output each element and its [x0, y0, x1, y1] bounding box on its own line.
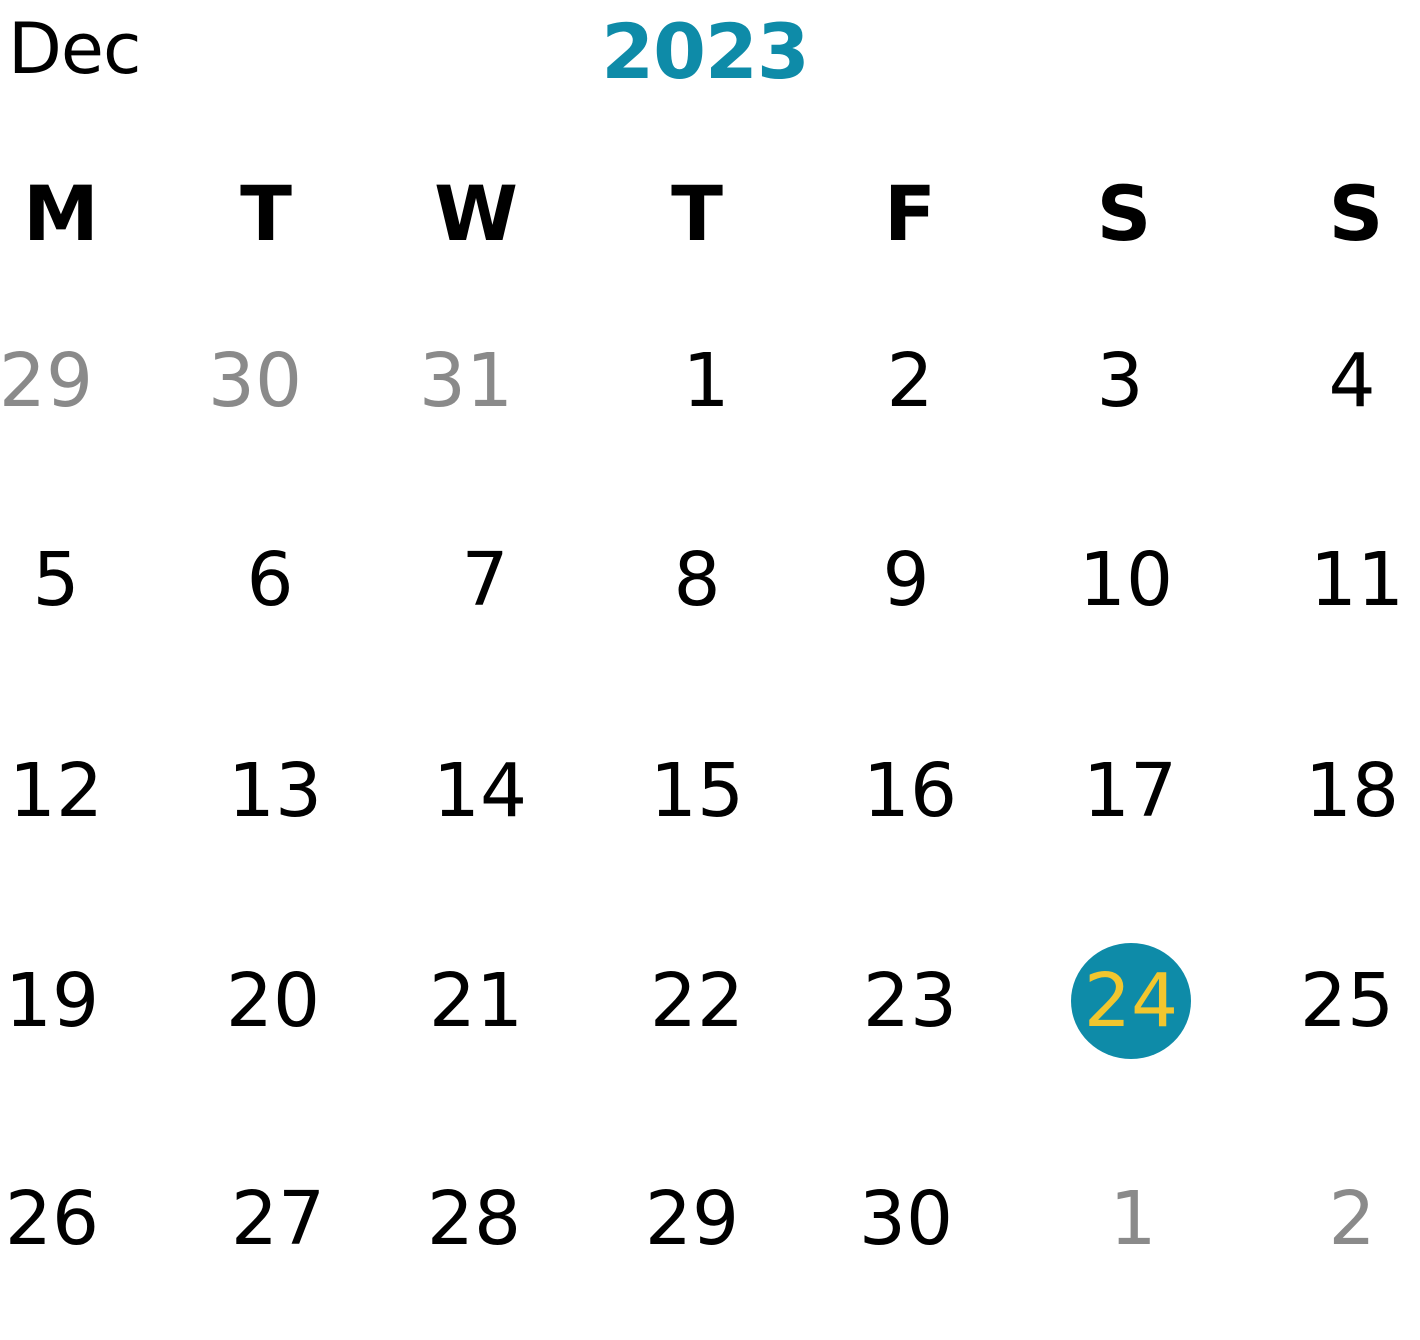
day-number: 2 — [886, 338, 934, 424]
day-number: 31 — [418, 338, 514, 424]
day-cell[interactable]: 17 — [1055, 733, 1205, 849]
day-cell[interactable]: 23 — [835, 943, 985, 1059]
day-number: 23 — [862, 958, 958, 1044]
day-number: 30 — [207, 338, 303, 424]
day-cell[interactable]: 12 — [0, 733, 131, 849]
day-number: 1 — [682, 338, 730, 424]
day-number: 11 — [1309, 537, 1405, 623]
day-number: 1 — [1109, 1176, 1157, 1262]
adjacent-month-day-cell[interactable]: 2 — [1277, 1161, 1420, 1277]
day-number: 7 — [461, 537, 509, 623]
adjacent-month-day-cell[interactable]: 31 — [391, 323, 541, 439]
day-cell[interactable]: 8 — [622, 522, 772, 638]
day-cell[interactable]: 10 — [1051, 522, 1201, 638]
weekday-label-sun: S — [1328, 169, 1384, 258]
day-number: 6 — [246, 537, 294, 623]
day-number: 29 — [644, 1176, 740, 1262]
day-number: 10 — [1078, 537, 1174, 623]
day-cell[interactable]: 18 — [1277, 733, 1420, 849]
day-number: 18 — [1304, 748, 1400, 834]
day-cell[interactable]: 25 — [1272, 943, 1420, 1059]
day-cell[interactable]: 19 — [0, 943, 127, 1059]
day-cell[interactable]: 2 — [835, 323, 985, 439]
day-number: 16 — [862, 748, 958, 834]
day-number: 15 — [649, 748, 745, 834]
year-label: 2023 — [601, 7, 810, 96]
day-cell[interactable]: 3 — [1045, 323, 1195, 439]
day-number: 17 — [1082, 748, 1178, 834]
adjacent-month-day-cell[interactable]: 29 — [0, 323, 121, 439]
day-number: 28 — [426, 1176, 522, 1262]
day-cell[interactable]: 15 — [622, 733, 772, 849]
day-cell[interactable]: 22 — [622, 943, 772, 1059]
day-cell[interactable]: 29 — [617, 1161, 767, 1277]
day-cell[interactable]: 28 — [399, 1161, 549, 1277]
day-number: 12 — [8, 748, 104, 834]
weekday-label-fri: F — [884, 169, 936, 258]
day-number: 29 — [0, 338, 94, 424]
day-cell[interactable]: 7 — [410, 522, 560, 638]
day-number: 5 — [32, 537, 80, 623]
day-number: 19 — [4, 958, 100, 1044]
day-cell[interactable]: 20 — [198, 943, 348, 1059]
day-number: 25 — [1299, 958, 1395, 1044]
weekday-label-mon: M — [23, 169, 99, 258]
day-number: 27 — [230, 1176, 326, 1262]
adjacent-month-day-cell[interactable]: 30 — [180, 323, 330, 439]
day-number: 24 — [1083, 958, 1179, 1044]
day-cell[interactable]: 16 — [835, 733, 985, 849]
day-number: 9 — [882, 537, 930, 623]
selected-day-cell[interactable]: 24 — [1056, 943, 1206, 1059]
day-cell[interactable]: 21 — [401, 943, 551, 1059]
day-cell[interactable]: 27 — [203, 1161, 353, 1277]
weekday-label-tue: T — [240, 169, 292, 258]
day-cell[interactable]: 1 — [631, 323, 781, 439]
day-number: 8 — [673, 537, 721, 623]
weekday-label-wed: W — [434, 169, 518, 258]
day-cell[interactable]: 11 — [1282, 522, 1420, 638]
weekday-label-thu: T — [671, 169, 723, 258]
day-cell[interactable]: 14 — [405, 733, 555, 849]
day-number: 22 — [649, 958, 745, 1044]
day-number: 30 — [858, 1176, 954, 1262]
weekday-label-sat: S — [1096, 169, 1152, 258]
day-cell[interactable]: 30 — [831, 1161, 981, 1277]
day-cell[interactable]: 4 — [1277, 323, 1420, 439]
day-cell[interactable]: 13 — [200, 733, 350, 849]
day-number: 13 — [227, 748, 323, 834]
month-label: Dec — [8, 8, 141, 90]
day-number: 14 — [432, 748, 528, 834]
day-number: 20 — [225, 958, 321, 1044]
day-number: 2 — [1328, 1176, 1376, 1262]
day-number: 3 — [1096, 338, 1144, 424]
day-number: 26 — [4, 1176, 100, 1262]
day-cell[interactable]: 9 — [831, 522, 981, 638]
day-number: 21 — [428, 958, 524, 1044]
day-number: 4 — [1328, 338, 1376, 424]
day-cell[interactable]: 5 — [0, 522, 131, 638]
day-cell[interactable]: 26 — [0, 1161, 127, 1277]
adjacent-month-day-cell[interactable]: 1 — [1058, 1161, 1208, 1277]
day-cell[interactable]: 6 — [195, 522, 345, 638]
